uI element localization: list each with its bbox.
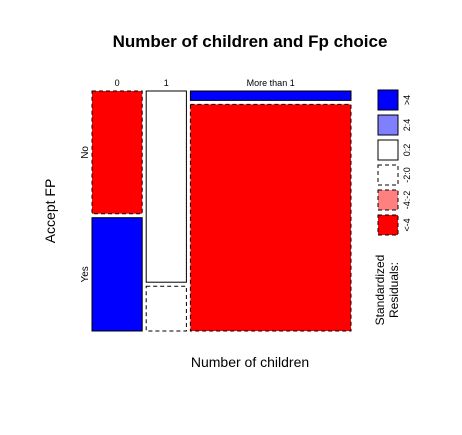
legend-label: -4:-2 bbox=[402, 191, 412, 210]
legend-label: <-4 bbox=[402, 218, 412, 231]
y-category-labels: No Yes bbox=[80, 146, 91, 283]
legend-title-line2: Residuals: bbox=[387, 262, 401, 318]
x-tick-label: 1 bbox=[164, 78, 169, 88]
legend-swatch bbox=[377, 164, 399, 186]
legend-label: 0:2 bbox=[402, 144, 412, 157]
chart-title: Number of children and Fp choice bbox=[113, 32, 388, 51]
legend-swatch bbox=[377, 114, 399, 136]
legend-label: >4 bbox=[402, 95, 412, 105]
tile-more-than-1-no bbox=[189, 90, 352, 101]
legend-label: -2:0 bbox=[402, 167, 412, 183]
tile-more-than-1-yes bbox=[189, 103, 352, 332]
y-axis-label: Accept FP bbox=[42, 179, 58, 244]
legend-title-line1: Standardized bbox=[373, 255, 387, 326]
legend-swatch bbox=[377, 214, 399, 236]
legend-swatch bbox=[377, 139, 399, 161]
x-tick-label: 0 bbox=[115, 78, 120, 88]
legend-label: 2:4 bbox=[402, 119, 412, 132]
tile-1-no bbox=[145, 90, 187, 283]
legend: >4 2:4 0:2 -2:0 -4:-2 <-4 Standardized Residual… bbox=[373, 89, 412, 326]
y-tick-label: No bbox=[80, 146, 91, 159]
tile-0-yes bbox=[91, 217, 143, 332]
mosaic-tiles bbox=[91, 90, 352, 332]
tile-0-no bbox=[91, 90, 143, 215]
tile-1-yes bbox=[145, 285, 187, 332]
x-tick-label: More than 1 bbox=[247, 78, 295, 88]
y-tick-label: Yes bbox=[80, 266, 91, 282]
x-category-labels: 0 1 More than 1 bbox=[115, 78, 295, 88]
legend-swatch bbox=[377, 89, 399, 111]
x-axis-label: Number of children bbox=[191, 354, 309, 370]
legend-swatch bbox=[377, 189, 399, 211]
